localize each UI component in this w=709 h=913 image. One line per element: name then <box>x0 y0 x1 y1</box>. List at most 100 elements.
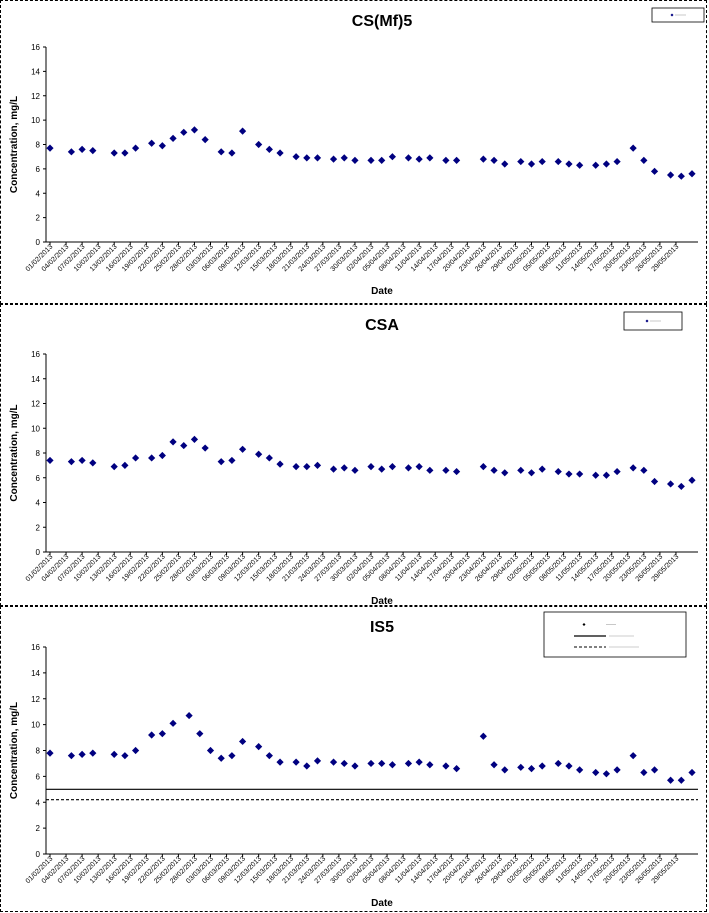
data-point <box>602 160 610 168</box>
data-point <box>517 763 525 771</box>
data-point <box>148 139 156 147</box>
data-point <box>565 470 573 478</box>
data-point <box>453 765 461 773</box>
data-point <box>228 149 236 157</box>
y-tick-label: 8 <box>36 449 41 458</box>
data-point <box>340 154 348 162</box>
y-tick-label: 14 <box>31 67 40 76</box>
data-point <box>667 776 675 784</box>
data-point <box>148 731 156 739</box>
data-point <box>517 157 525 166</box>
y-tick-label: 0 <box>36 238 41 247</box>
data-point <box>46 144 54 152</box>
data-point <box>688 768 696 777</box>
data-point <box>276 460 284 468</box>
data-point <box>688 476 696 484</box>
data-point <box>415 155 423 163</box>
x-axis-label: Date <box>371 596 393 607</box>
data-point <box>667 171 675 179</box>
data-point <box>565 160 573 168</box>
y-axis-label: Concentration, mg/L <box>9 702 20 799</box>
data-point <box>67 458 75 466</box>
chart-title: CSA <box>365 317 399 334</box>
chart-title: IS5 <box>370 619 394 636</box>
data-point <box>351 466 359 474</box>
data-point <box>292 758 300 766</box>
data-point <box>426 154 434 162</box>
data-point <box>517 466 525 474</box>
data-point <box>255 743 263 751</box>
data-point <box>180 441 188 450</box>
data-point <box>388 463 396 471</box>
data-point <box>367 156 375 164</box>
y-tick-label: 12 <box>31 400 40 409</box>
data-point <box>613 766 621 774</box>
y-axis-label: Concentration, mg/L <box>9 96 20 193</box>
data-point <box>415 463 423 471</box>
y-tick-label: 10 <box>31 116 40 125</box>
data-point <box>255 140 263 149</box>
data-point <box>602 471 610 479</box>
data-point <box>613 467 621 476</box>
y-tick-label: 8 <box>36 141 41 150</box>
x-axis-label: Date <box>371 286 393 297</box>
data-point <box>196 730 204 738</box>
legend-marker <box>670 13 674 17</box>
data-point <box>650 167 659 175</box>
data-point <box>303 154 311 162</box>
data-point <box>501 160 509 168</box>
y-tick-label: 0 <box>36 548 41 557</box>
data-point <box>132 454 140 462</box>
y-tick-label: 2 <box>36 523 41 532</box>
data-point <box>554 759 562 768</box>
data-point <box>479 732 487 740</box>
y-tick-label: 14 <box>31 375 40 384</box>
data-point <box>121 149 129 157</box>
data-point <box>367 463 375 471</box>
y-tick-label: 12 <box>31 92 40 101</box>
data-point <box>613 157 621 166</box>
data-point <box>201 444 209 452</box>
data-point <box>538 465 546 473</box>
data-point <box>169 719 177 727</box>
data-point <box>158 142 166 150</box>
data-point <box>217 458 225 466</box>
data-point <box>527 765 536 773</box>
data-point <box>78 750 86 758</box>
data-point <box>351 762 359 770</box>
data-point <box>169 134 177 143</box>
data-point <box>265 752 273 760</box>
chart-panel-csa: CSA 0 2 4 6 8 10 12 14 16 Concentration, mg/L 01/02… <box>0 304 707 607</box>
data-point <box>554 467 562 476</box>
y-tick-label: 10 <box>31 424 40 433</box>
data-point <box>132 144 140 152</box>
data-point <box>426 466 434 474</box>
y-tick-label: 4 <box>36 798 41 807</box>
data-point <box>490 761 498 769</box>
y-tick-label: 2 <box>36 824 41 833</box>
data-point <box>367 759 375 768</box>
data-point <box>501 469 509 477</box>
data-point <box>121 752 129 760</box>
data-point <box>527 160 536 168</box>
legend-marker <box>582 623 586 626</box>
data-point <box>185 711 193 720</box>
data-point <box>78 456 86 465</box>
chart-panel-csmf5: CS(Mf)5 0 2 4 6 8 10 12 14 16 Concentration, mg/L 0… <box>0 0 707 304</box>
data-point <box>313 154 322 162</box>
data-point <box>169 438 177 446</box>
data-point <box>132 746 140 755</box>
data-point <box>404 154 413 162</box>
chart-panel-is5: IS5 0 2 4 6 8 10 12 14 16 Concentration, mg/L 01/02… <box>0 606 707 912</box>
data-point <box>688 170 696 178</box>
data-point <box>110 149 118 157</box>
data-point <box>217 754 225 762</box>
data-point <box>89 749 97 757</box>
data-point <box>228 456 236 465</box>
data-point <box>479 463 487 471</box>
data-point <box>404 464 413 472</box>
data-point <box>158 451 166 460</box>
data-point <box>329 758 338 766</box>
